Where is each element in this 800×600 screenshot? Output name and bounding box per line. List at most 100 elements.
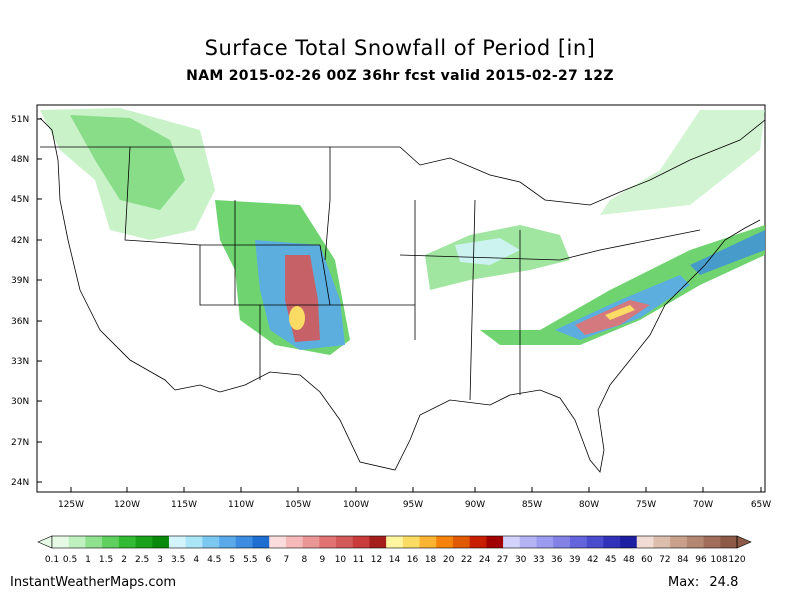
lat-label: 24N [11, 478, 29, 488]
colorbar-swatch [503, 536, 521, 548]
colorbar-label: 24 [479, 555, 491, 565]
colorbar-swatch [386, 536, 404, 548]
colorbar-label: 120 [728, 555, 745, 565]
colorbar: 0.1 0.5 1 1.5 2 2.5 3 3.5 4 4.5 5 5.5 6 7 8 9 10 11 12 14 16… [37, 535, 752, 565]
colorbar-label: 18 [425, 555, 437, 565]
lon-label: 115W [171, 500, 197, 510]
colorbar-swatch [620, 536, 638, 548]
colorbar-label: 8 [302, 555, 308, 565]
colorbar-swatch [319, 536, 337, 548]
colorbar-swatch [269, 536, 287, 548]
colorbar-swatch [336, 536, 354, 548]
colorbar-label: 84 [677, 555, 689, 565]
colorbar-label: 2 [121, 555, 127, 565]
colorbar-swatch [519, 536, 537, 548]
colorbar-swatch [452, 536, 470, 548]
colorbar-swatch [152, 536, 170, 548]
colorbar-label: 6 [265, 555, 271, 565]
colorbar-swatch [436, 536, 454, 548]
colorbar-left-arrow [37, 535, 53, 549]
colorbar-label: 11 [353, 555, 364, 565]
source-label: InstantWeatherMaps.com [10, 575, 177, 590]
lat-label: 36N [11, 317, 29, 327]
lon-label: 75W [636, 500, 656, 510]
colorbar-swatch [185, 536, 203, 548]
colorbar-label: 12 [371, 555, 382, 565]
colorbar-label: 72 [659, 555, 670, 565]
lat-label: 48N [11, 155, 29, 165]
colorbar-label: 39 [569, 555, 581, 565]
colorbar-swatch [536, 536, 554, 548]
colorbar-label: 33 [533, 555, 544, 565]
colorbar-label: 0.1 [45, 555, 59, 565]
colorbar-swatch [235, 536, 253, 548]
colorbar-swatch [252, 536, 270, 548]
latitude-labels: 51N 48N 45N 42N 39N 36N 33N 30N 27N 24N [11, 115, 29, 488]
axis-ticks [37, 118, 762, 492]
colorbar-swatch [285, 536, 303, 548]
lon-label: 110W [228, 500, 254, 510]
colorbar-label: 108 [710, 555, 727, 565]
lon-label: 65W [751, 500, 771, 510]
colorbar-label: 5.5 [243, 555, 257, 565]
colorbar-swatch [670, 536, 688, 548]
lon-label: 70W [693, 500, 713, 510]
colorbar-label: 1.5 [99, 555, 113, 565]
colorbar-label: 45 [605, 555, 616, 565]
colorbar-label: 20 [443, 555, 455, 565]
colorbar-swatch [68, 536, 86, 548]
colorbar-swatch [636, 536, 654, 548]
lon-label: 125W [58, 500, 84, 510]
geographic-boundaries [39, 117, 766, 473]
colorbar-label: 7 [283, 555, 289, 565]
colorbar-label: 96 [695, 555, 707, 565]
colorbar-label: 16 [407, 555, 419, 565]
colorbar-label: 1 [85, 555, 91, 565]
max-label: Max: [668, 575, 700, 590]
colorbar-label: 30 [515, 555, 527, 565]
lon-label: 90W [465, 500, 485, 510]
colorbar-right-arrow [736, 535, 752, 549]
colorbar-label: 4.5 [207, 555, 221, 565]
colorbar-swatch [703, 536, 721, 548]
colorbar-swatch [486, 536, 504, 548]
colorbar-swatch [586, 536, 604, 548]
max-value: 24.8 [709, 575, 739, 590]
map-title: Surface Total Snowfall of Period [in] [204, 36, 596, 60]
colorbar-label: 10 [335, 555, 347, 565]
lon-label: 95W [403, 500, 423, 510]
lon-label: 105W [285, 500, 311, 510]
colorbar-swatch [168, 536, 186, 548]
lon-label: 85W [522, 500, 542, 510]
max-readout: Max: 24.8 [668, 575, 738, 590]
colorbar-swatch [402, 536, 420, 548]
lat-label: 45N [11, 195, 29, 205]
lon-label: 80W [579, 500, 599, 510]
lat-label: 51N [11, 115, 29, 125]
colorbar-swatch [135, 536, 153, 548]
colorbar-swatch [569, 536, 587, 548]
snowfall-shading [40, 108, 765, 355]
colorbar-label: 60 [641, 555, 653, 565]
colorbar-swatch [202, 536, 220, 548]
colorbar-swatch [686, 536, 704, 548]
longitude-labels: 125W 120W 115W 110W 105W 100W 95W 90W 85… [58, 500, 771, 510]
lat-label: 42N [11, 236, 29, 246]
colorbar-swatch [102, 536, 120, 548]
lon-label: 100W [343, 500, 369, 510]
map-content [37, 108, 766, 492]
colorbar-label: 48 [623, 555, 635, 565]
colorbar-label: 14 [389, 555, 401, 565]
map-subtitle: NAM 2015-02-26 00Z 36hr fcst valid 2015-… [186, 68, 614, 84]
lat-label: 27N [11, 438, 29, 448]
colorbar-label: 3 [157, 555, 163, 565]
colorbar-swatch [419, 536, 437, 548]
colorbar-label: 42 [587, 555, 598, 565]
colorbar-outline [51, 535, 738, 549]
colorbar-label: 36 [551, 555, 563, 565]
colorbar-swatch [720, 536, 738, 548]
lat-label: 33N [11, 357, 29, 367]
colorbar-label: 27 [497, 555, 508, 565]
colorbar-swatch [603, 536, 621, 548]
